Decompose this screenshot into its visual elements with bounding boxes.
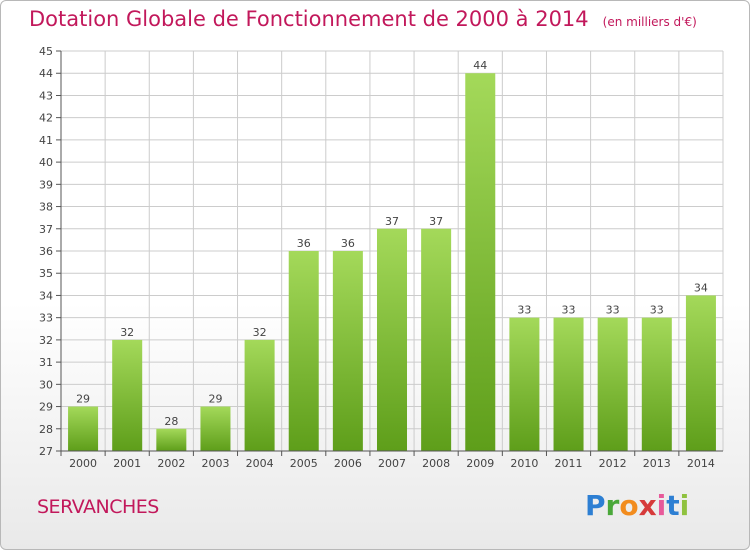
y-tick-label: 31: [39, 356, 53, 369]
x-tick-label: 2002: [157, 457, 185, 470]
y-tick-label: 36: [39, 245, 53, 258]
y-tick-label: 33: [39, 312, 53, 325]
y-tick-label: 28: [39, 423, 53, 436]
data-label: 28: [164, 415, 178, 428]
bar-2013: [641, 317, 672, 451]
bar-2014: [685, 295, 716, 451]
y-tick-label: 43: [39, 89, 53, 102]
x-tick-label: 2011: [555, 457, 583, 470]
y-tick-label: 29: [39, 401, 53, 414]
bar-2002: [156, 428, 187, 451]
title-unit: (en milliers d'€): [602, 15, 697, 29]
x-tick-label: 2001: [113, 457, 141, 470]
x-tick-label: 2008: [422, 457, 450, 470]
y-tick-label: 34: [39, 289, 53, 302]
bar-2011: [553, 317, 584, 451]
y-tick-label: 41: [39, 134, 53, 147]
y-tick-label: 44: [39, 67, 53, 80]
y-tick-label: 38: [39, 201, 53, 214]
data-label: 37: [385, 215, 399, 228]
bar-2006: [332, 251, 363, 451]
bar-2003: [200, 406, 231, 451]
x-tick-label: 2013: [643, 457, 671, 470]
data-label: 44: [473, 59, 487, 72]
data-label: 34: [694, 281, 708, 294]
bar-2005: [288, 251, 319, 451]
data-label: 33: [517, 304, 531, 317]
x-tick-label: 2000: [69, 457, 97, 470]
x-tick-label: 2010: [510, 457, 538, 470]
x-tick-label: 2012: [599, 457, 627, 470]
y-tick-label: 27: [39, 445, 53, 458]
y-tick-label: 32: [39, 334, 53, 347]
bar-2004: [244, 339, 275, 451]
commune-name: SERVANCHES: [37, 496, 159, 518]
y-tick-label: 42: [39, 112, 53, 125]
y-tick-label: 45: [39, 45, 53, 58]
x-tick-label: 2014: [687, 457, 715, 470]
axes: 27 28 29 30 31 32 33 34 35 36 37 38 39 40 41 42 43 44 45 20…: [39, 45, 723, 470]
bars: 29 32 28 29 32 36 36 37 37 44 33 33 33 33 34: [68, 59, 716, 451]
data-label: 33: [650, 304, 664, 317]
x-tick-label: 2005: [290, 457, 318, 470]
y-tick-label: 40: [39, 156, 53, 169]
y-tick-label: 35: [39, 267, 53, 280]
bar-2007: [376, 228, 408, 451]
y-tick-label: 37: [39, 223, 53, 236]
data-label: 32: [253, 326, 267, 339]
data-label: 29: [208, 393, 222, 406]
x-tick-label: 2009: [466, 457, 494, 470]
y-tick-label: 30: [39, 378, 53, 391]
bar-2009: [465, 73, 496, 451]
bar-2001: [112, 339, 143, 451]
title-main: Dotation Globale de Fonctionnement de 20…: [29, 7, 589, 31]
data-label: 33: [562, 304, 576, 317]
data-label: 36: [341, 237, 355, 250]
proxiti-logo[interactable]: Proxiti: [585, 489, 690, 522]
y-tick-label: 39: [39, 178, 53, 191]
x-tick-label: 2003: [201, 457, 229, 470]
data-label: 37: [429, 215, 443, 228]
bar-2008: [421, 228, 452, 451]
bar-2010: [509, 317, 540, 451]
data-label: 32: [120, 326, 134, 339]
data-label: 29: [76, 393, 90, 406]
x-tick-label: 2006: [334, 457, 362, 470]
x-tick-label: 2007: [378, 457, 406, 470]
data-label: 33: [606, 304, 620, 317]
chart-title: Dotation Globale de Fonctionnement de 20…: [29, 7, 697, 31]
data-label: 36: [297, 237, 311, 250]
x-tick-label: 2004: [246, 457, 274, 470]
bar-2000: [68, 406, 99, 451]
bar-2012: [597, 317, 628, 451]
